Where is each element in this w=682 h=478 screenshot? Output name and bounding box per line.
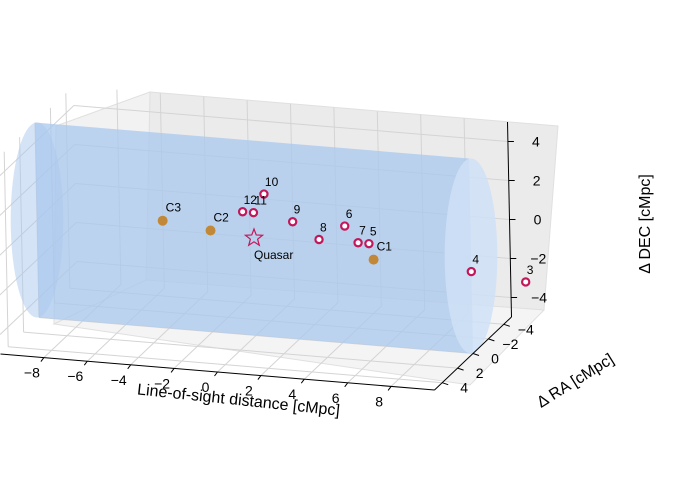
sightline-cylinder bbox=[10, 122, 498, 354]
y-tick-label: −2 bbox=[502, 336, 518, 352]
x-tick-mark bbox=[127, 364, 132, 370]
y-tick-mark bbox=[442, 382, 449, 386]
x-tick-label: −8 bbox=[24, 365, 40, 381]
x-tick-mark bbox=[257, 375, 262, 380]
cluster-point bbox=[157, 215, 168, 226]
y-tick-label: 0 bbox=[491, 351, 499, 367]
cluster-label: C3 bbox=[166, 201, 182, 215]
z-tick-label: 2 bbox=[533, 173, 541, 189]
galaxy-point bbox=[520, 277, 531, 287]
x-tick-label: 6 bbox=[332, 390, 340, 406]
y-tick-mark bbox=[472, 353, 480, 356]
galaxy-point bbox=[340, 221, 350, 231]
y-tick-label: 4 bbox=[460, 380, 468, 396]
galaxy-label: 6 bbox=[346, 207, 353, 221]
galaxy-label: 7 bbox=[359, 224, 366, 238]
y-tick-label: 2 bbox=[476, 365, 484, 381]
quasar-marker bbox=[243, 227, 265, 247]
x-tick-label: 2 bbox=[245, 383, 253, 399]
galaxy-point bbox=[237, 207, 248, 217]
galaxy-label: 11 bbox=[254, 194, 267, 208]
galaxy-point bbox=[364, 238, 374, 249]
cluster-label: C1 bbox=[377, 240, 393, 254]
x-tick-mark bbox=[387, 386, 392, 391]
cluster-point bbox=[205, 225, 216, 236]
cylinder-left-cap bbox=[10, 122, 64, 318]
galaxy-point bbox=[248, 207, 259, 218]
x-tick-mark bbox=[344, 382, 349, 388]
z-tick-label: 0 bbox=[534, 212, 542, 228]
y-axis-label: Δ RA [cMpc] bbox=[534, 351, 617, 412]
galaxy-label: 5 bbox=[370, 225, 377, 239]
galaxy-label: 10 bbox=[265, 175, 279, 189]
z-axis-label: Δ DEC [cMpc] bbox=[637, 174, 654, 274]
cylinder-right-cap bbox=[444, 158, 498, 354]
cluster-label: C2 bbox=[214, 211, 230, 225]
x-tick-label: −6 bbox=[67, 368, 83, 384]
x-tick-mark bbox=[170, 368, 175, 373]
x-tick-label: 4 bbox=[288, 386, 296, 402]
galaxy-label: 9 bbox=[294, 203, 301, 217]
x-tick-label: −2 bbox=[154, 375, 170, 391]
floor-grid-y bbox=[8, 346, 443, 384]
y-tick-label: −4 bbox=[518, 321, 534, 337]
x-tick-mark bbox=[83, 360, 88, 366]
x-tick-label: 0 bbox=[202, 379, 210, 395]
galaxy-point bbox=[287, 217, 298, 227]
x-axis-label: Line-of-sight distance [cMpc] bbox=[136, 381, 340, 419]
y-tick-mark bbox=[488, 338, 495, 342]
y-tick-mark bbox=[457, 367, 464, 371]
galaxy-label: 4 bbox=[472, 253, 479, 267]
galaxy-point bbox=[314, 234, 324, 245]
z-tick-label: −2 bbox=[530, 251, 546, 267]
x-tick-mark bbox=[300, 378, 305, 384]
galaxy-label: 3 bbox=[527, 263, 534, 277]
y-tick-mark bbox=[503, 323, 510, 327]
cylinder-body bbox=[35, 122, 473, 354]
z-tick-label: −4 bbox=[531, 290, 547, 306]
cluster-point bbox=[368, 254, 379, 265]
floor-grid-y bbox=[23, 331, 458, 369]
x-tick-mark bbox=[214, 371, 218, 377]
galaxy-point bbox=[353, 238, 363, 248]
galaxy-point bbox=[466, 266, 477, 277]
x-tick-mark bbox=[40, 357, 45, 362]
galaxy-label: 8 bbox=[320, 221, 327, 235]
galaxy-label: 12 bbox=[244, 193, 258, 207]
back-grid-z bbox=[73, 105, 508, 142]
z-tick-label: 4 bbox=[532, 134, 540, 150]
x-tick-label: 8 bbox=[375, 393, 383, 409]
x-tick-label: −4 bbox=[111, 372, 127, 388]
quasar-label: Quasar bbox=[254, 248, 293, 262]
galaxy-point bbox=[259, 189, 269, 199]
